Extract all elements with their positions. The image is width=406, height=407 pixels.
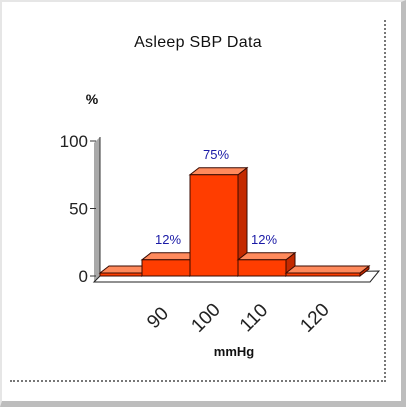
data-labels: 12% 75% 12% <box>155 147 277 247</box>
y-tick-label: 0 <box>79 267 88 286</box>
bar <box>188 166 249 278</box>
bar-top <box>188 167 249 176</box>
y-axis-wall <box>94 137 100 282</box>
y-tick-label: 50 <box>69 200 88 219</box>
data-label: 75% <box>203 147 229 162</box>
chart-panel <box>10 20 386 382</box>
x-tick-label: 100 <box>187 299 224 336</box>
data-label: 12% <box>155 232 181 247</box>
data-label: 12% <box>251 232 277 247</box>
y-ticks: 0 50 100 <box>60 132 96 286</box>
bars <box>98 166 371 278</box>
bar-front <box>141 259 191 277</box>
bar-top <box>284 265 371 274</box>
bar-front <box>189 174 239 277</box>
bar <box>284 264 371 278</box>
chart-title: Asleep SBP Data <box>134 34 262 51</box>
y-tick-label: 100 <box>60 132 88 151</box>
x-ticks: 90 100 110 120 <box>143 299 334 336</box>
x-tick-label: 90 <box>143 303 173 333</box>
y-axis-label: % <box>86 91 99 107</box>
bar-front <box>237 259 287 277</box>
bar-front <box>99 272 143 277</box>
x-tick-label: 120 <box>296 299 333 336</box>
x-tick-label: 110 <box>236 300 272 336</box>
bar-front <box>285 272 361 277</box>
x-axis-label: mmHg <box>214 344 255 359</box>
bar-top <box>236 252 297 261</box>
